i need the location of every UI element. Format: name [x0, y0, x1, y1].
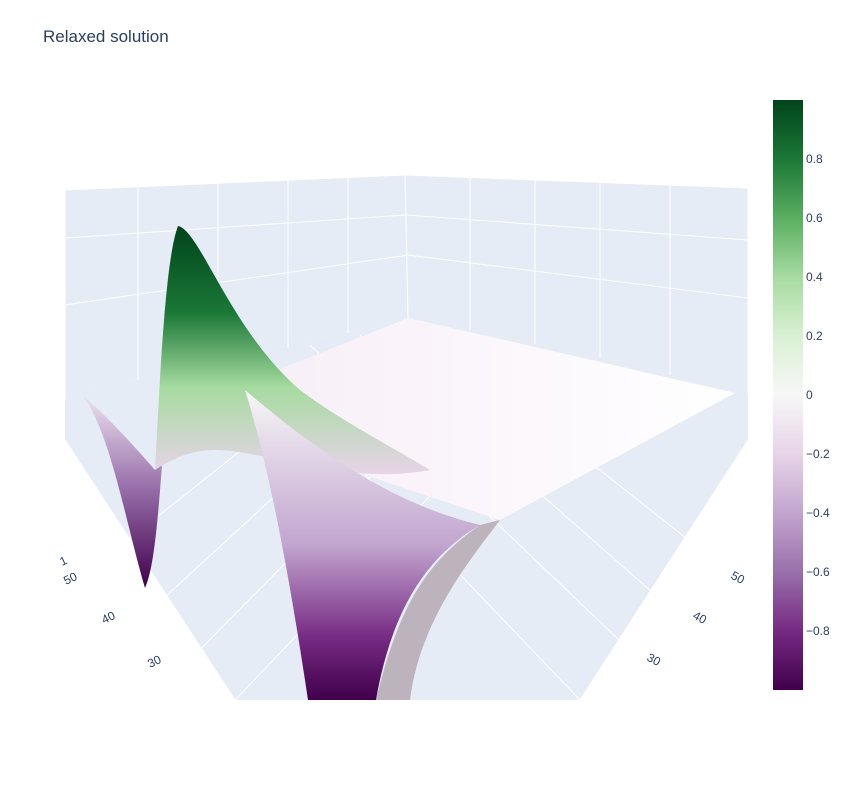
- x-tick: 50: [61, 569, 79, 587]
- colorbar-tick: 0.6: [806, 211, 823, 225]
- colorbar: [773, 100, 803, 690]
- x-tick: 30: [145, 652, 163, 670]
- colorbar-tick: 0.2: [806, 329, 823, 343]
- x-tick: 40: [99, 608, 117, 626]
- colorbar-tick: 0: [806, 388, 813, 402]
- y-tick: 30: [645, 650, 664, 669]
- colorbar-tick: −0.8: [806, 624, 830, 638]
- y-tick: 40: [691, 608, 710, 627]
- y-tick: 50: [729, 568, 748, 587]
- colorbar-tick: 0.8: [806, 152, 823, 166]
- z-tick: 1: [57, 553, 69, 569]
- colorbar-tick: −0.6: [806, 565, 830, 579]
- surface-mesh: [82, 226, 735, 700]
- colorbar-tick: −0.4: [806, 506, 830, 520]
- chart-title: Relaxed solution: [43, 27, 169, 46]
- colorbar-tick: −0.2: [806, 447, 830, 461]
- colorbar-tick: 0.4: [806, 270, 823, 284]
